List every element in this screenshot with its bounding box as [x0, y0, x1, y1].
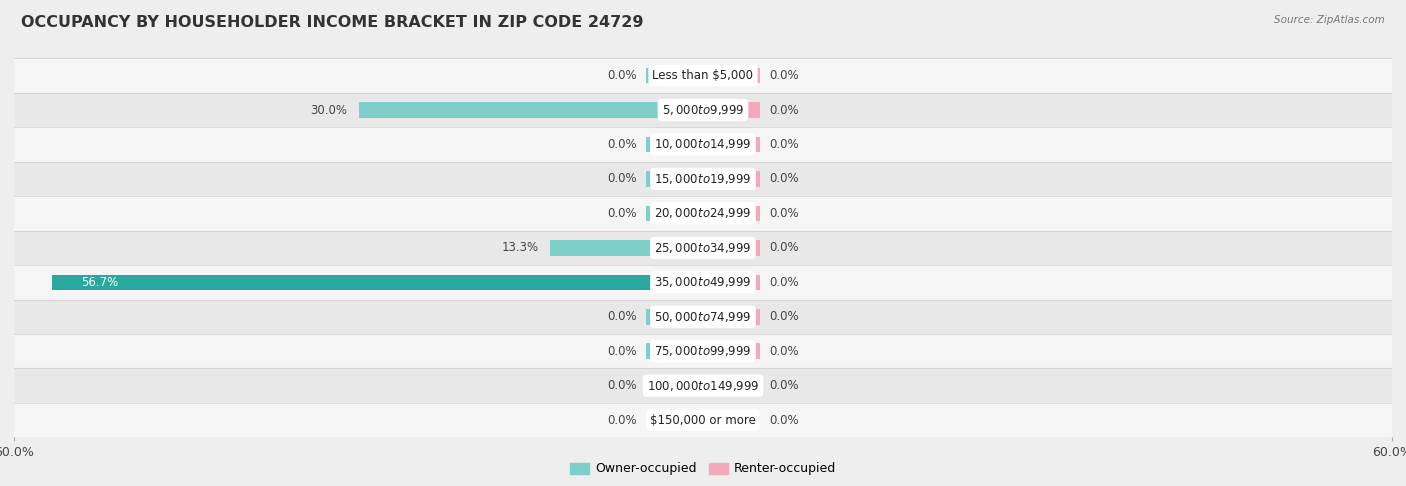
Bar — [703, 378, 761, 394]
Text: 30.0%: 30.0% — [311, 104, 347, 117]
Text: $15,000 to $19,999: $15,000 to $19,999 — [654, 172, 752, 186]
Bar — [645, 378, 703, 394]
Text: $25,000 to $34,999: $25,000 to $34,999 — [654, 241, 752, 255]
Bar — [52, 275, 703, 290]
Bar — [14, 58, 1392, 93]
Bar — [645, 206, 703, 221]
Bar — [14, 299, 1392, 334]
Text: 0.0%: 0.0% — [769, 207, 799, 220]
Bar — [14, 231, 1392, 265]
Bar — [703, 102, 761, 118]
Text: $5,000 to $9,999: $5,000 to $9,999 — [662, 103, 744, 117]
Text: 0.0%: 0.0% — [607, 414, 637, 427]
Bar — [14, 162, 1392, 196]
Bar — [645, 413, 703, 428]
Text: 56.7%: 56.7% — [80, 276, 118, 289]
Text: 0.0%: 0.0% — [607, 345, 637, 358]
Bar — [703, 206, 761, 221]
Bar — [14, 368, 1392, 403]
Bar — [645, 309, 703, 325]
Text: $75,000 to $99,999: $75,000 to $99,999 — [654, 344, 752, 358]
Text: $10,000 to $14,999: $10,000 to $14,999 — [654, 138, 752, 152]
Text: 13.3%: 13.3% — [502, 242, 538, 254]
Text: 0.0%: 0.0% — [607, 379, 637, 392]
Text: 0.0%: 0.0% — [769, 138, 799, 151]
Legend: Owner-occupied, Renter-occupied: Owner-occupied, Renter-occupied — [565, 457, 841, 481]
Bar — [703, 68, 761, 83]
Text: 0.0%: 0.0% — [607, 173, 637, 186]
Text: $35,000 to $49,999: $35,000 to $49,999 — [654, 276, 752, 289]
Bar — [14, 93, 1392, 127]
Bar — [703, 171, 761, 187]
Text: 0.0%: 0.0% — [769, 104, 799, 117]
Bar — [703, 240, 761, 256]
Text: 0.0%: 0.0% — [769, 414, 799, 427]
Text: $150,000 or more: $150,000 or more — [650, 414, 756, 427]
Text: OCCUPANCY BY HOUSEHOLDER INCOME BRACKET IN ZIP CODE 24729: OCCUPANCY BY HOUSEHOLDER INCOME BRACKET … — [21, 15, 644, 30]
Text: 0.0%: 0.0% — [607, 69, 637, 82]
Text: $50,000 to $74,999: $50,000 to $74,999 — [654, 310, 752, 324]
Bar — [703, 413, 761, 428]
Text: 0.0%: 0.0% — [769, 276, 799, 289]
Bar — [645, 171, 703, 187]
Bar — [703, 275, 761, 290]
Bar — [14, 196, 1392, 231]
Bar — [14, 334, 1392, 368]
Text: $20,000 to $24,999: $20,000 to $24,999 — [654, 207, 752, 220]
Text: 0.0%: 0.0% — [607, 207, 637, 220]
Bar — [359, 102, 703, 118]
Bar — [645, 137, 703, 152]
Bar — [14, 265, 1392, 299]
Text: 0.0%: 0.0% — [769, 69, 799, 82]
Bar — [550, 240, 703, 256]
Text: $100,000 to $149,999: $100,000 to $149,999 — [647, 379, 759, 393]
Text: 0.0%: 0.0% — [769, 173, 799, 186]
Text: Source: ZipAtlas.com: Source: ZipAtlas.com — [1274, 15, 1385, 25]
Text: 0.0%: 0.0% — [607, 138, 637, 151]
Text: 0.0%: 0.0% — [769, 310, 799, 323]
Bar — [703, 137, 761, 152]
Bar — [14, 127, 1392, 162]
Bar — [703, 344, 761, 359]
Text: 0.0%: 0.0% — [769, 345, 799, 358]
Bar — [645, 344, 703, 359]
Bar — [703, 309, 761, 325]
Text: 0.0%: 0.0% — [769, 242, 799, 254]
Text: 0.0%: 0.0% — [769, 379, 799, 392]
Text: Less than $5,000: Less than $5,000 — [652, 69, 754, 82]
Bar — [645, 68, 703, 83]
Text: 0.0%: 0.0% — [607, 310, 637, 323]
Bar — [14, 403, 1392, 437]
